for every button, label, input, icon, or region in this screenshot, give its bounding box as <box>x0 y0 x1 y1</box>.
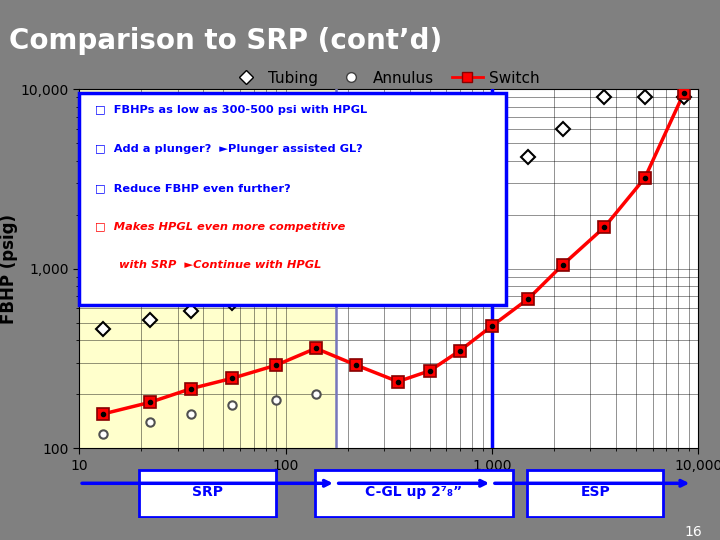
FancyBboxPatch shape <box>79 93 506 305</box>
Legend: Tubing, Annulus, Switch: Tubing, Annulus, Switch <box>225 65 546 92</box>
Text: ESP: ESP <box>580 485 610 500</box>
Text: □  Reduce FBHP even further?: □ Reduce FBHP even further? <box>95 183 290 193</box>
Text: Comparison to SRP (cont’d): Comparison to SRP (cont’d) <box>9 26 442 55</box>
Text: SRP: SRP <box>192 485 223 500</box>
Text: □  Makes HPGL even more competitive: □ Makes HPGL even more competitive <box>95 221 345 232</box>
FancyBboxPatch shape <box>140 470 276 517</box>
Bar <box>79 89 336 448</box>
FancyBboxPatch shape <box>315 470 513 517</box>
Text: with SRP  ►Continue with HPGL: with SRP ►Continue with HPGL <box>95 260 321 271</box>
Text: C-GL up 2⁷₈”: C-GL up 2⁷₈” <box>365 485 462 500</box>
Text: □  Add a plunger?  ►Plunger assisted GL?: □ Add a plunger? ►Plunger assisted GL? <box>95 144 362 154</box>
Text: 16: 16 <box>684 525 702 539</box>
X-axis label: BLPD: BLPD <box>364 475 413 494</box>
Y-axis label: FBHP (psig): FBHP (psig) <box>0 214 18 323</box>
Text: □  FBHPs as low as 300-500 psi with HPGL: □ FBHPs as low as 300-500 psi with HPGL <box>95 105 366 115</box>
FancyBboxPatch shape <box>527 470 663 517</box>
